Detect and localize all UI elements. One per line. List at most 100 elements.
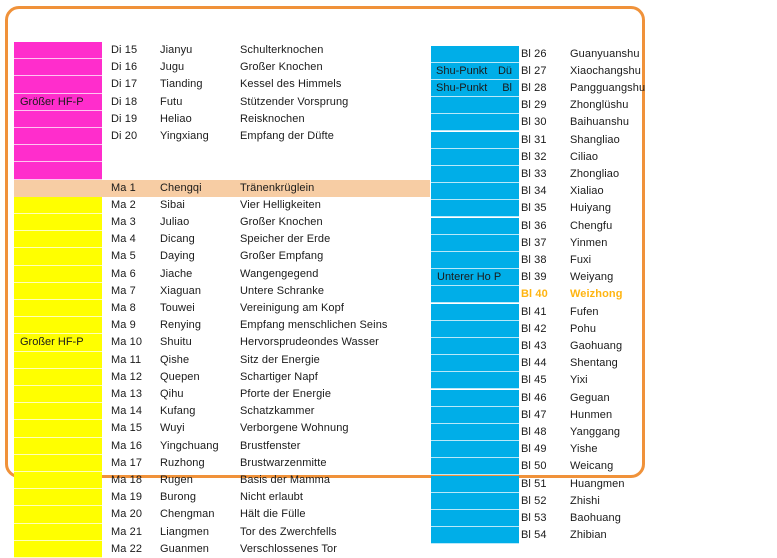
table-row[interactable]: Bl 54 Zhibian xyxy=(431,527,641,545)
point-pinyin-name: Kufang xyxy=(160,405,196,418)
point-pinyin-name: Yinmen xyxy=(570,236,608,249)
table-row[interactable]: Ma 7 Xiaguan Untere Schranke xyxy=(14,282,430,301)
table-row[interactable]: Ma 19 Burong Nicht erlaubt xyxy=(14,489,430,507)
table-row[interactable]: Ma 5 Daying Großer Empfang xyxy=(14,248,430,266)
table-row[interactable]: Bl 45 Yixi xyxy=(431,372,641,390)
group-color-swatch-yellow xyxy=(14,368,102,387)
table-row[interactable]: Di 19 Heliao Reisknochen xyxy=(14,110,430,129)
table-row[interactable] xyxy=(14,162,430,180)
table-row[interactable]: Ma 16 Yingchuang Brustfenster xyxy=(14,437,430,455)
table-row[interactable]: Bl 34 Xialiao xyxy=(431,183,641,201)
point-german-name: Tor des Zwerchfells xyxy=(240,525,337,538)
table-row[interactable]: Ma 15 Wuyi Verborgene Wohnung xyxy=(14,420,430,438)
table-row[interactable]: Ma 22 Guanmen Verschlossenes Tor xyxy=(14,540,430,558)
table-row[interactable]: Ma 11 Qishe Sitz der Energie xyxy=(14,351,430,369)
table-row[interactable]: Shu-Punkt Bl Bl 28 Pangguangshu xyxy=(431,79,645,98)
table-row[interactable]: Shu-Punkt Dü Bl 27 Xiaochangshu xyxy=(431,62,641,81)
table-row[interactable]: Bl 42 Pohu xyxy=(431,320,641,339)
table-row[interactable]: Ma 17 Ruzhong Brustwarzenmitte xyxy=(14,454,430,473)
table-row[interactable] xyxy=(14,145,430,163)
group-color-swatch-magenta xyxy=(14,76,102,94)
table-row[interactable]: Bl 30 Baihuanshu xyxy=(431,114,641,132)
table-row[interactable]: Ma 2 Sibai Vier Helligkeiten xyxy=(14,196,430,215)
table-row[interactable]: Di 20 Yingxiang Empfang der Düfte xyxy=(14,128,430,146)
table-row[interactable]: Bl 44 Shentang xyxy=(431,355,641,373)
table-row[interactable]: Bl 35 Huiyang xyxy=(431,200,641,218)
group-color-swatch-blue xyxy=(431,372,519,390)
table-row[interactable]: Größer HF-P Di 18 Futu Stützender Vorsprung xyxy=(14,93,430,111)
table-row[interactable]: Ma 21 Liangmen Tor des Zwerchfells xyxy=(14,523,430,541)
point-code: Bl 37 xyxy=(521,236,547,249)
group-color-swatch-yellow xyxy=(14,214,102,232)
table-row[interactable]: Ma 8 Touwei Vereinigung am Kopf xyxy=(14,300,430,318)
table-row[interactable]: Ma 4 Dicang Speicher der Erde xyxy=(14,231,430,249)
point-pinyin-name: Tianding xyxy=(160,78,203,91)
point-code: Ma 11 xyxy=(111,353,142,366)
point-german-name: Untere Schranke xyxy=(240,284,325,297)
table-row[interactable]: Bl 47 Hunmen xyxy=(431,406,641,425)
group-label: Shu-Punkt Dü xyxy=(436,63,518,80)
table-row[interactable]: Bl 33 Zhongliao xyxy=(431,165,641,184)
table-row[interactable]: Bl 50 Weicang xyxy=(431,458,641,476)
table-row[interactable]: Ma 9 Renying Empfang menschlichen Seins xyxy=(14,317,430,335)
group-color-swatch-blue xyxy=(431,200,519,218)
point-pinyin-name: Xiaochangshu xyxy=(570,64,641,77)
point-pinyin-name: Huangmen xyxy=(570,477,625,490)
table-row[interactable]: Ma 1 Chengqi Tränenkrüglein xyxy=(14,179,430,197)
table-row[interactable]: Ma 13 Qihu Pforte der Energie xyxy=(14,386,430,404)
table-row[interactable]: Großer HF-P Ma 10 Shuitu Hervorsprudeondes … xyxy=(14,334,430,352)
point-pinyin-name: Yixi xyxy=(570,374,588,387)
table-row[interactable]: Ma 20 Chengman Hält die Fülle xyxy=(14,506,430,524)
table-row[interactable]: Unterer Ho P Bl 39 Weiyang xyxy=(431,269,641,287)
table-row[interactable]: Bl 26 Guanyuanshu xyxy=(431,45,641,63)
point-pinyin-name: Guanmen xyxy=(160,542,210,555)
point-pinyin-name: Wuyi xyxy=(160,422,185,435)
point-code: Di 19 xyxy=(111,112,138,125)
table-row[interactable]: Ma 18 Rugen Basis der Mamma xyxy=(14,472,430,490)
group-color-swatch-blue xyxy=(431,269,519,287)
table-row[interactable]: Bl 29 Zhonglüshu xyxy=(431,97,641,115)
point-code: Ma 6 xyxy=(111,267,136,280)
point-code: Ma 18 xyxy=(111,474,143,486)
point-code: Bl 49 xyxy=(521,443,547,456)
group-color-swatch-blue xyxy=(431,509,519,528)
point-code: Bl 29 xyxy=(521,99,547,112)
table-row[interactable]: Bl 52 Zhishi xyxy=(431,492,641,511)
table-row[interactable]: Di 16 Jugu Großer Knochen xyxy=(14,59,430,77)
group-color-swatch-magenta xyxy=(14,128,102,146)
group-color-swatch-blue xyxy=(431,183,519,201)
table-row[interactable]: Ma 14 Kufang Schatzkammer xyxy=(14,403,430,421)
table-row[interactable]: Di 17 Tianding Kessel des Himmels xyxy=(14,76,430,94)
table-row[interactable]: Bl 41 Fufen xyxy=(431,303,641,321)
table-row[interactable]: Bl 43 Gaohuang xyxy=(431,337,641,356)
group-color-swatch-yellow xyxy=(14,437,102,455)
point-code xyxy=(111,145,157,162)
point-pinyin-name: Qishe xyxy=(160,353,190,366)
point-code: Bl 53 xyxy=(521,511,547,524)
group-label-text: Shu-Punkt xyxy=(436,64,488,77)
table-row[interactable]: Ma 12 Quepen Schartiger Napf xyxy=(14,368,430,387)
table-row[interactable]: Bl 48 Yanggang xyxy=(431,423,641,442)
point-pinyin-name: Jianyu xyxy=(160,44,193,56)
table-row[interactable]: Bl 31 Shangliao xyxy=(431,131,641,149)
table-row[interactable]: Ma 6 Jiache Wangengegend xyxy=(14,265,430,283)
table-row[interactable]: Bl 32 Ciliao xyxy=(431,148,641,167)
group-color-swatch-blue xyxy=(431,406,519,425)
point-german-name: Vereinigung am Kopf xyxy=(240,302,345,314)
table-row[interactable]: Bl 46 Geguan xyxy=(431,389,641,407)
table-row[interactable]: Ma 3 Juliao Großer Knochen xyxy=(14,214,430,232)
table-row[interactable]: Bl 53 Baohuang xyxy=(431,509,641,528)
point-pinyin-name: Pohu xyxy=(570,322,597,335)
table-row[interactable]: Bl 36 Chengfu xyxy=(431,217,641,235)
table-row[interactable]: Bl 51 Huangmen xyxy=(431,475,641,493)
group-label: Unterer Ho P xyxy=(437,271,502,284)
point-pinyin-name: Ciliao xyxy=(570,150,599,163)
table-row[interactable]: Bl 49 Yishe xyxy=(431,441,641,459)
table-row[interactable]: Bl 38 Fuxi xyxy=(431,251,641,270)
table-row[interactable]: Di 15 Jianyu Schulterknochen xyxy=(14,42,430,60)
point-code: Ma 10 xyxy=(111,336,143,349)
table-row[interactable]: Bl 37 Yinmen xyxy=(431,234,641,253)
group-color-swatch-yellow xyxy=(14,472,102,490)
table-row[interactable]: Bl 40 Weizhong xyxy=(431,286,641,304)
point-pinyin-name: Liangmen xyxy=(160,525,210,538)
